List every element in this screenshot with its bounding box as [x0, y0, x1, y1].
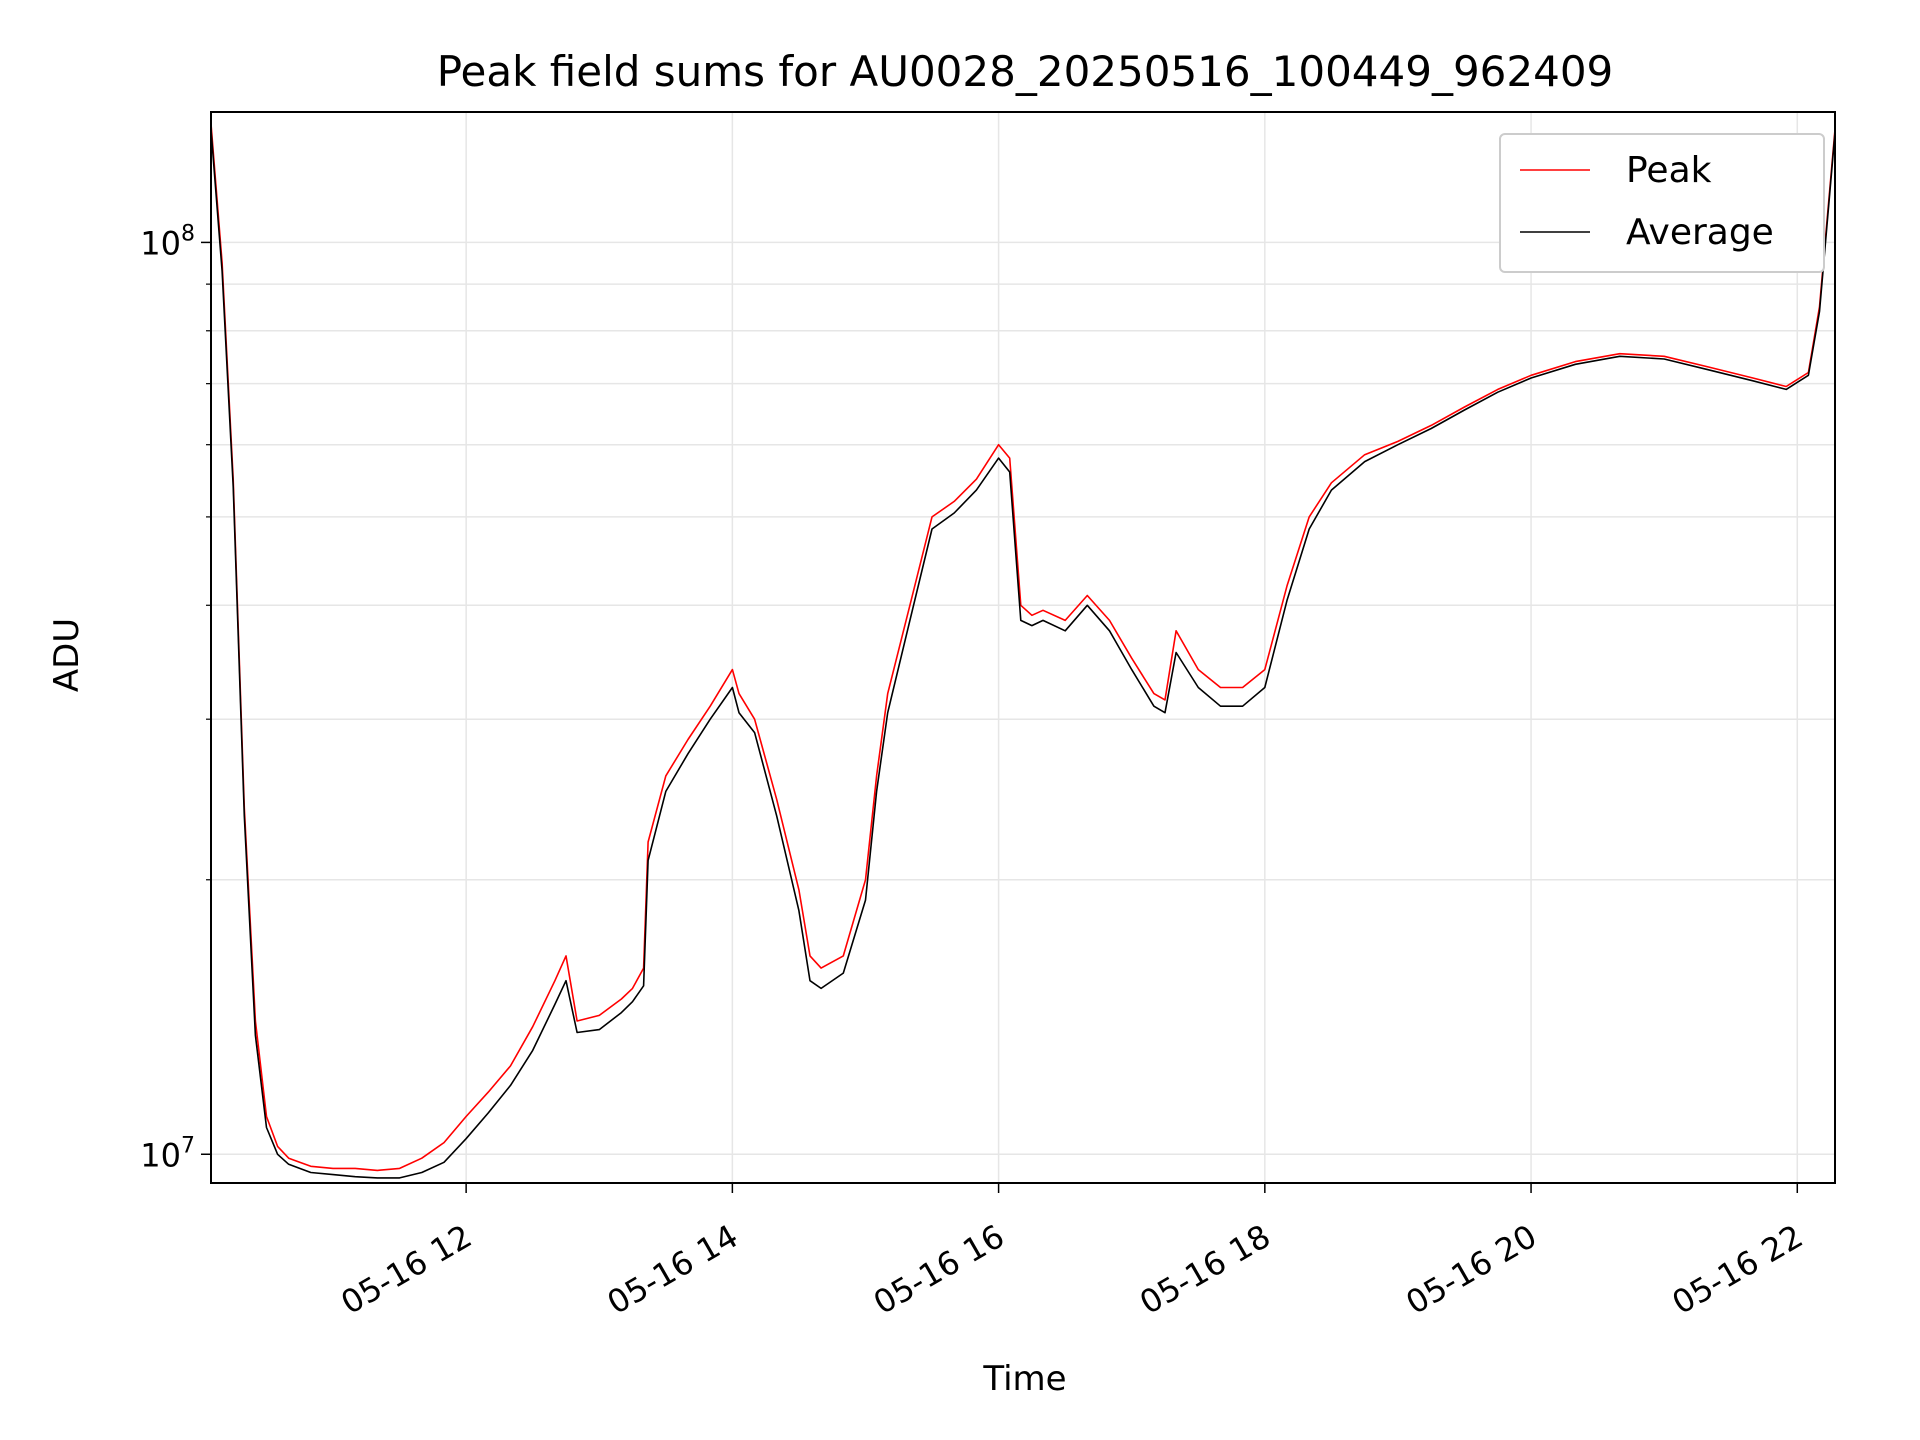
- legend-label-peak: Peak: [1626, 150, 1712, 191]
- y-tick-label: 108: [140, 221, 195, 262]
- y-axis-label: ADU: [47, 618, 87, 692]
- chart-title: Peak field sums for AU0028_20250516_1004…: [437, 47, 1614, 96]
- y-axis: 107 108: [140, 221, 211, 1174]
- legend: Peak Average: [1499, 133, 1825, 273]
- x-axis-label: Time: [982, 1359, 1066, 1399]
- legend-box: [1499, 133, 1825, 273]
- plot-frame: [210, 111, 1836, 1184]
- legend-label-average: Average: [1626, 212, 1774, 253]
- series-layer: [210, 123, 1836, 1179]
- series-line-average: [210, 129, 1836, 1179]
- series-line-peak: [210, 123, 1836, 1172]
- y-tick-label: 107: [140, 1133, 195, 1174]
- grid: [211, 112, 1835, 1183]
